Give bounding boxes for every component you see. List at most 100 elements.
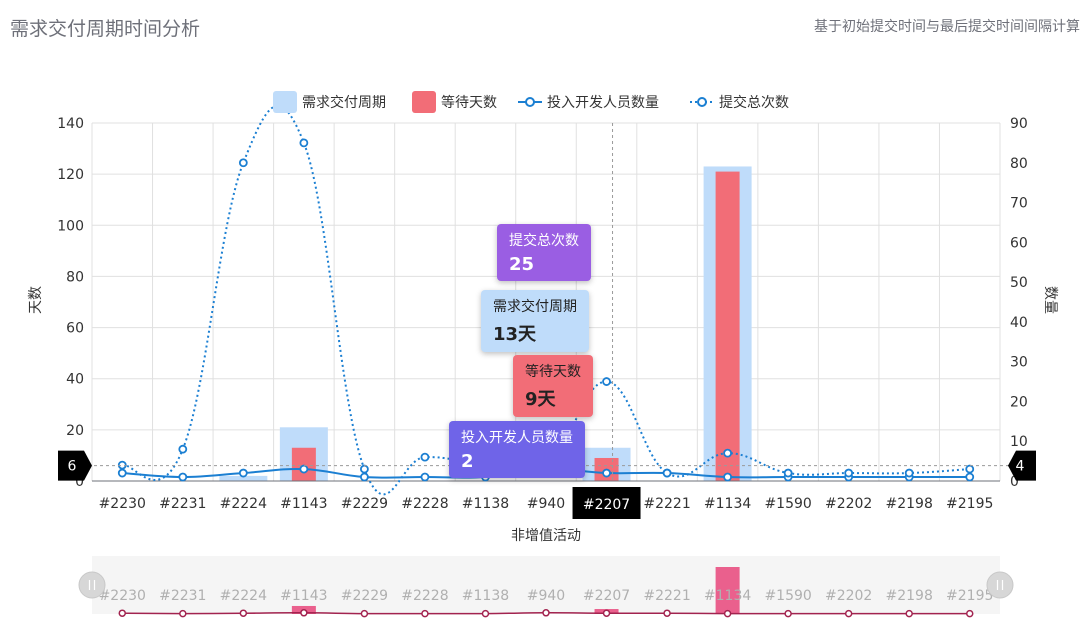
line-point[interactable] — [420, 452, 430, 462]
tooltip-series-name: 投入开发人员数量 — [461, 430, 573, 446]
overview-point — [844, 609, 853, 618]
data-zoom-label: #2195 — [946, 588, 993, 604]
legend-item[interactable]: 提交总次数 — [690, 94, 789, 111]
overview-point — [179, 609, 187, 618]
y-right-tick-label: 40 — [1010, 315, 1028, 331]
line-point[interactable] — [904, 468, 914, 478]
tooltip-series-name: 提交总次数 — [509, 233, 579, 249]
y-left-tick-label: 100 — [57, 218, 84, 234]
data-zoom-label: #2224 — [220, 588, 267, 604]
line-point[interactable] — [299, 138, 309, 148]
line-point[interactable] — [723, 448, 732, 458]
x-tick-label: #2221 — [643, 496, 690, 512]
overview-point — [360, 609, 369, 618]
line-point[interactable] — [723, 472, 732, 482]
line-point[interactable] — [238, 468, 248, 478]
line-point[interactable] — [359, 464, 369, 474]
line-point[interactable] — [178, 472, 188, 482]
data-zoom-label: #2221 — [643, 588, 690, 604]
overview-point — [784, 609, 792, 618]
x-tick-label: #1134 — [704, 496, 751, 512]
data-zoom-label: #2202 — [825, 588, 872, 604]
y-left-tick-label: 120 — [57, 167, 84, 183]
data-zoom-label: #2230 — [99, 588, 146, 604]
data-zoom-label: #2228 — [401, 588, 448, 604]
x-tick-label: #2230 — [99, 496, 146, 512]
bar[interactable] — [219, 475, 268, 481]
data-zoom-label: #2229 — [341, 588, 388, 604]
line-point[interactable] — [602, 468, 611, 478]
x-tick-label: #2198 — [886, 496, 933, 512]
bar[interactable] — [715, 171, 740, 482]
x-tick-label: #2231 — [159, 496, 206, 512]
tooltip-value: 9天 — [525, 389, 556, 410]
y-left-tick-label: 60 — [66, 321, 84, 337]
overview-point — [118, 609, 127, 617]
page-title: 需求交付周期时间分析 — [10, 18, 201, 40]
line-point[interactable] — [238, 158, 248, 168]
y-left-pointer-value: 6 — [68, 459, 77, 475]
tooltip-series-name: 需求交付周期 — [493, 299, 577, 315]
y-right-tick-label: 70 — [1010, 196, 1028, 212]
line-point[interactable] — [602, 377, 611, 386]
x-tick-label: #1590 — [764, 496, 811, 512]
data-zoom[interactable]: #2230 #2231 #2224 #1143 #2229 #2228 #1138 #940 #… — [78, 556, 1014, 618]
data-zoom-label: #940 — [527, 588, 565, 604]
x-axis-label: 非增值活动 — [511, 528, 581, 544]
x-tick-label: #2224 — [220, 496, 267, 512]
tooltip-value: 13天 — [493, 324, 537, 345]
line-point[interactable] — [662, 468, 672, 478]
overview-point — [542, 609, 550, 617]
overview-bar — [715, 567, 740, 614]
legend-item[interactable]: 等待天数 — [412, 91, 497, 113]
tooltip-1: 需求交付周期 13天 — [481, 290, 589, 352]
x-tick-label: #2207 — [583, 497, 630, 513]
line-point[interactable] — [359, 472, 369, 482]
tooltip-0: 提交总次数 25 — [497, 224, 591, 281]
legend-swatch-point — [697, 97, 707, 107]
x-tick-label: #1138 — [462, 496, 509, 512]
tooltip-value: 25 — [509, 254, 535, 275]
line-point[interactable] — [420, 472, 430, 482]
y-left-tick-label: 0 — [75, 474, 84, 490]
bar-series-1 — [291, 171, 740, 482]
handle-knob — [78, 571, 106, 599]
line-point[interactable] — [965, 472, 975, 482]
line-point[interactable] — [299, 464, 309, 474]
y-left-pointer-badge — [58, 450, 92, 481]
overview-point — [602, 609, 611, 617]
x-tick-label: #940 — [527, 496, 565, 512]
y-left-tick-label: 140 — [57, 116, 84, 132]
y-right-tick-label: 50 — [1010, 275, 1028, 291]
data-zoom-label: #1138 — [462, 588, 509, 604]
data-zoom-handle-right[interactable] — [986, 571, 1014, 599]
overview-point — [421, 609, 429, 618]
y-left-tick-label: 20 — [66, 423, 84, 439]
bar[interactable] — [291, 447, 316, 481]
overview-point — [663, 609, 671, 617]
line-point[interactable] — [178, 444, 188, 454]
data-zoom-label: #1134 — [704, 588, 751, 604]
line-point[interactable] — [844, 468, 854, 478]
line-point[interactable] — [117, 468, 127, 478]
legend-item[interactable]: 投入开发人员数量 — [518, 95, 659, 111]
overview-point — [905, 609, 913, 618]
bar-series-0 — [219, 166, 752, 481]
y-right-tick-label: 80 — [1010, 156, 1028, 172]
line-point[interactable] — [117, 460, 127, 470]
x-pointer-label-bg — [572, 487, 641, 519]
line-point[interactable] — [965, 464, 975, 474]
legend-swatch — [412, 91, 436, 113]
y-left-tick-label: 40 — [66, 372, 84, 388]
legend-item[interactable]: 需求交付周期 — [273, 91, 386, 113]
line-point[interactable] — [783, 468, 793, 478]
legend-swatch-point — [525, 97, 535, 107]
data-zoom-handle-left[interactable] — [78, 571, 106, 599]
handle-knob — [986, 571, 1014, 599]
y-right-tick-label: 30 — [1010, 355, 1028, 371]
y-right-axis-label: 数量 — [1042, 286, 1058, 314]
data-zoom-label: #1143 — [280, 588, 327, 604]
data-zoom-track — [92, 556, 1000, 614]
x-tick-label: #2229 — [341, 496, 388, 512]
